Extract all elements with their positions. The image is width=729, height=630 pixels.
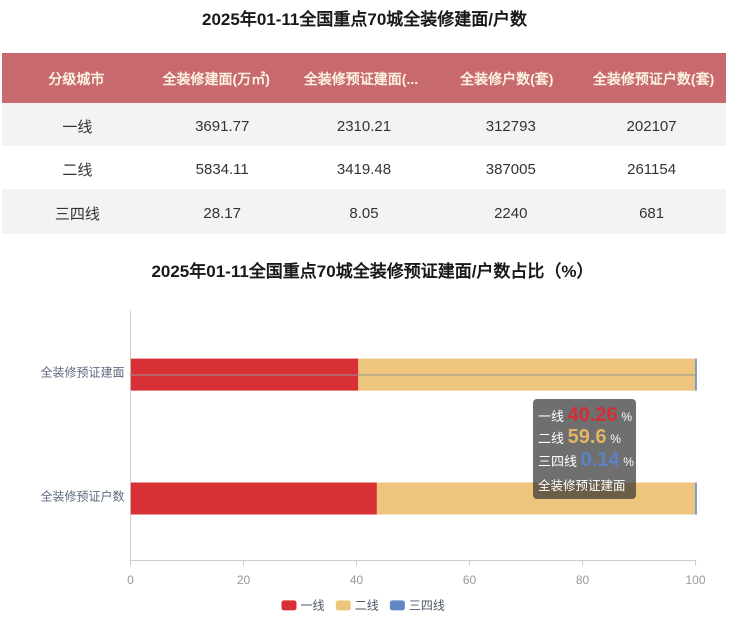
- svg-text:一线: 一线: [301, 599, 325, 613]
- svg-text:二线: 二线: [355, 599, 379, 613]
- svg-text:全装修预证户数: 全装修预证户数: [40, 488, 124, 503]
- svg-text:三四线: 三四线: [409, 599, 445, 613]
- svg-text:0: 0: [127, 573, 134, 587]
- svg-text:40: 40: [350, 573, 364, 587]
- svg-text:100: 100: [685, 573, 705, 587]
- svg-text:60: 60: [463, 573, 477, 587]
- svg-text:全装修预证建面: 全装修预证建面: [40, 365, 124, 380]
- svg-text:80: 80: [576, 573, 590, 587]
- svg-text:20: 20: [237, 573, 251, 587]
